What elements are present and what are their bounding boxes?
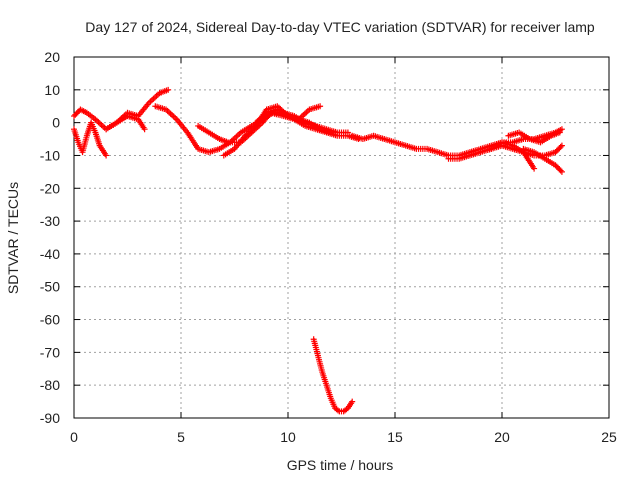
- series-track-k: [520, 145, 565, 175]
- data-point: [557, 167, 564, 174]
- y-tick-label: -70: [40, 344, 60, 360]
- plot-frame: [73, 56, 610, 419]
- x-tick-label: 20: [494, 429, 510, 445]
- data-series: [71, 86, 565, 415]
- series-track-e: [195, 109, 362, 146]
- x-tick-label: 0: [70, 429, 78, 445]
- data-point: [317, 103, 324, 110]
- x-tick-label: 10: [280, 429, 296, 445]
- y-tick-label: -90: [40, 410, 60, 426]
- data-point: [531, 165, 538, 172]
- x-tick-label: 15: [387, 429, 403, 445]
- series-track-l: [505, 129, 563, 146]
- series-track-j: [488, 139, 538, 172]
- y-axis-ticks: 20 10 0 -10 -20 -30 -40 -50 -60 -70 -80 -90: [40, 49, 609, 426]
- x-tick-label: 25: [601, 429, 617, 445]
- y-tick-label: 0: [52, 115, 60, 131]
- y-tick-label: -50: [40, 279, 60, 295]
- data-point: [558, 168, 565, 175]
- data-point: [349, 398, 356, 405]
- series-track-c: [103, 113, 148, 133]
- x-axis-label: GPS time / hours: [287, 457, 394, 473]
- y-tick-label: -10: [40, 147, 60, 163]
- y-tick-label: 10: [44, 82, 60, 98]
- data-point: [165, 86, 172, 93]
- x-axis-ticks: 0 5 10 15 20 25: [70, 57, 617, 445]
- x-tick-label: 5: [177, 429, 185, 445]
- grid-lines: [74, 57, 609, 418]
- data-point: [141, 126, 148, 133]
- series-track-m: [310, 336, 356, 415]
- data-point: [103, 152, 110, 159]
- series-track-b: [71, 119, 110, 159]
- y-tick-label: 20: [44, 49, 60, 65]
- data-point: [327, 129, 334, 136]
- data-point: [556, 129, 563, 136]
- y-axis-label: SDTVAR / TECUs: [5, 182, 21, 294]
- series-track-g: [252, 106, 334, 136]
- chart-title: Day 127 of 2024, Sidereal Day-to-day VTE…: [85, 19, 595, 35]
- y-tick-label: -60: [40, 312, 60, 328]
- data-point: [558, 126, 565, 133]
- y-tick-label: -80: [40, 377, 60, 393]
- data-point: [558, 142, 565, 149]
- y-tick-label: -40: [40, 246, 60, 262]
- y-tick-label: -20: [40, 180, 60, 196]
- data-point: [557, 143, 564, 150]
- series-track-a: [71, 86, 172, 133]
- y-tick-label: -30: [40, 213, 60, 229]
